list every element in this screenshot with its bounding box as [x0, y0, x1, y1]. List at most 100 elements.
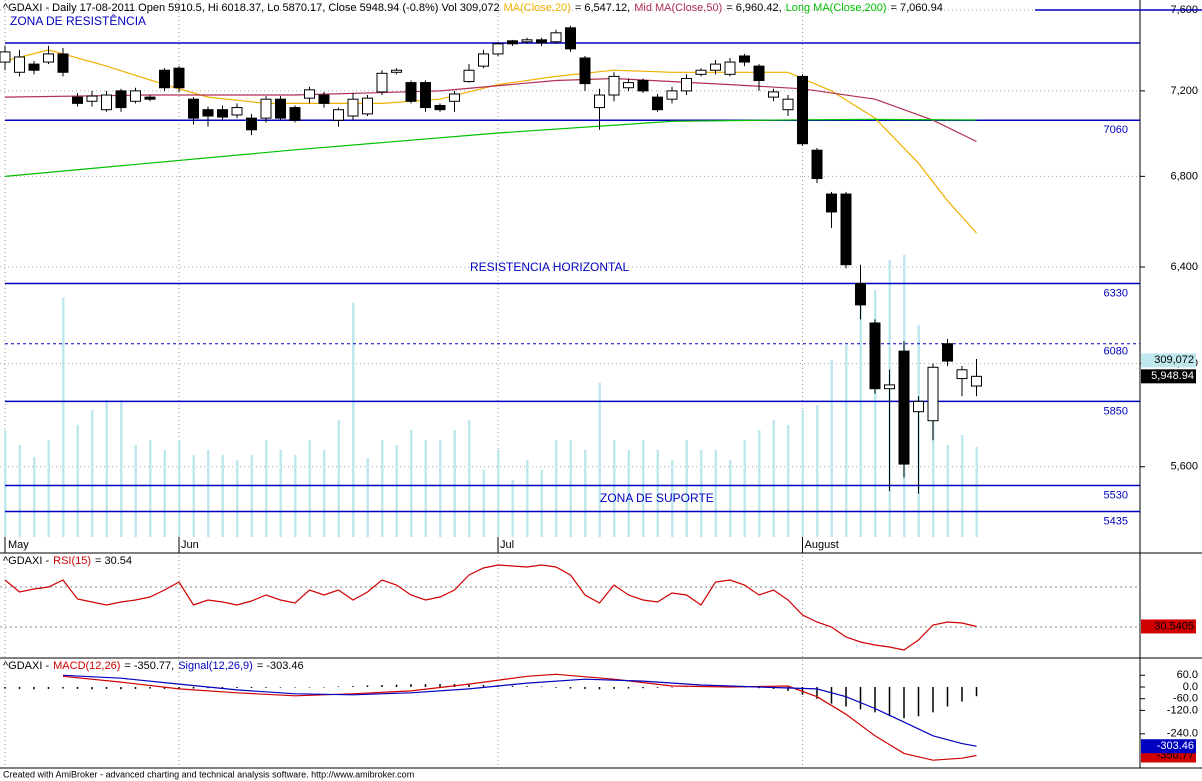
candle-body — [347, 98, 359, 117]
volume-bar — [381, 439, 384, 537]
histogram-bar — [555, 686, 557, 688]
candle-body — [362, 97, 373, 115]
histogram-bar — [308, 686, 311, 688]
ma-line — [4, 118, 977, 177]
candle-body — [855, 282, 866, 306]
candle-body — [884, 384, 895, 390]
histogram-bar — [337, 686, 340, 687]
histogram-bar — [859, 686, 862, 710]
level-label: 5435 — [1104, 515, 1128, 527]
volume-bar — [47, 439, 50, 537]
histogram-bar — [120, 686, 122, 690]
histogram-bar — [410, 684, 412, 687]
candle-body — [710, 63, 721, 71]
close-tag-box — [1141, 369, 1196, 384]
candle-body — [492, 43, 504, 55]
histogram-bar — [468, 684, 470, 687]
histogram-bar — [975, 686, 978, 697]
indicator-line — [4, 564, 977, 651]
histogram-bar — [18, 686, 21, 689]
volume-bar — [410, 430, 413, 537]
volume-bar — [33, 456, 36, 537]
candle-body — [217, 109, 228, 118]
histogram-bar — [540, 686, 543, 688]
y-tick-label: 60.0 — [1177, 669, 1198, 681]
volume-bar — [366, 458, 369, 537]
value-tag: 30.5405 — [1154, 620, 1194, 632]
candle-body — [420, 82, 431, 109]
histogram-bar — [178, 686, 180, 689]
candle-body — [275, 98, 286, 119]
level-label: 6330 — [1104, 287, 1128, 299]
candle-body — [159, 69, 170, 89]
volume-bar — [18, 444, 21, 537]
indicator-line — [62, 673, 977, 761]
volume-bar — [149, 439, 152, 537]
legend-name: Mid MA(Close,50) — [634, 2, 722, 14]
histogram-bar — [787, 686, 789, 691]
volume-bar — [497, 449, 500, 537]
candle-body — [797, 75, 808, 145]
candle-body — [43, 53, 54, 63]
volume-bar — [627, 449, 630, 537]
volume-bar — [685, 439, 688, 537]
histogram-bar — [511, 685, 514, 687]
volume-bar — [569, 439, 572, 537]
histogram-bar — [192, 686, 195, 689]
legend-name: RSI(15) — [53, 555, 91, 567]
histogram-bar — [627, 686, 630, 689]
legend-value: = -350.77, — [124, 660, 174, 672]
candle-body — [840, 193, 852, 266]
candle-body — [898, 350, 910, 465]
candle-body — [231, 107, 243, 116]
histogram-bar — [134, 686, 137, 689]
volume-bar — [221, 454, 224, 537]
candle-body — [376, 72, 388, 93]
volume-tag: 309,072 — [1154, 354, 1194, 366]
volume-bar — [598, 382, 601, 537]
volume-bar — [120, 400, 123, 537]
x-tick-label: May — [8, 539, 29, 551]
candle-body — [579, 57, 591, 85]
pane-legend: ^GDAXI - MACD(12,26) = -350.77, Signal(12,2… — [3, 660, 304, 672]
volume-bar — [830, 359, 833, 537]
volume-bar — [91, 409, 94, 537]
volume-bar — [323, 449, 326, 537]
volume-bar — [743, 439, 746, 537]
candle-body — [666, 90, 678, 100]
volume-bar — [526, 460, 529, 537]
legend-value: = 7,060.94 — [891, 2, 943, 14]
histogram-bar — [149, 686, 151, 689]
candle-body — [724, 61, 736, 75]
volume-bar — [555, 439, 558, 537]
candle-body — [115, 90, 127, 109]
histogram-bar — [352, 686, 354, 687]
volume-bar — [845, 345, 848, 537]
legend-title: ^GDAXI - — [3, 555, 49, 567]
histogram-bar — [76, 686, 79, 689]
candle-body — [72, 96, 83, 104]
histogram-bar — [830, 686, 833, 704]
histogram-bar — [33, 686, 35, 690]
candle-body — [28, 63, 40, 71]
level-label: 5850 — [1104, 405, 1128, 417]
legend-value: = 6,547.12, — [575, 2, 630, 14]
histogram-bar — [482, 685, 485, 687]
volume-bar — [946, 444, 949, 537]
close-tag: 5,948.94 — [1151, 370, 1194, 382]
legend-name: MACD(12,26) — [53, 660, 120, 672]
legend-name: MA(Close,20) — [504, 2, 571, 14]
candle-body — [681, 77, 692, 92]
legend-title: ^GDAXI - Daily 17-08-2011 Open 5910.5, H… — [3, 2, 500, 14]
volume-bar — [76, 424, 79, 537]
volume-bar — [758, 430, 761, 537]
candle-body — [0, 51, 11, 63]
candle-body — [826, 193, 837, 213]
candle-body — [695, 69, 707, 75]
volume-bar — [279, 449, 282, 537]
volume-bar — [134, 444, 137, 537]
volume-bar — [308, 439, 311, 537]
histogram-bar — [598, 686, 601, 690]
histogram-bar — [526, 686, 528, 687]
